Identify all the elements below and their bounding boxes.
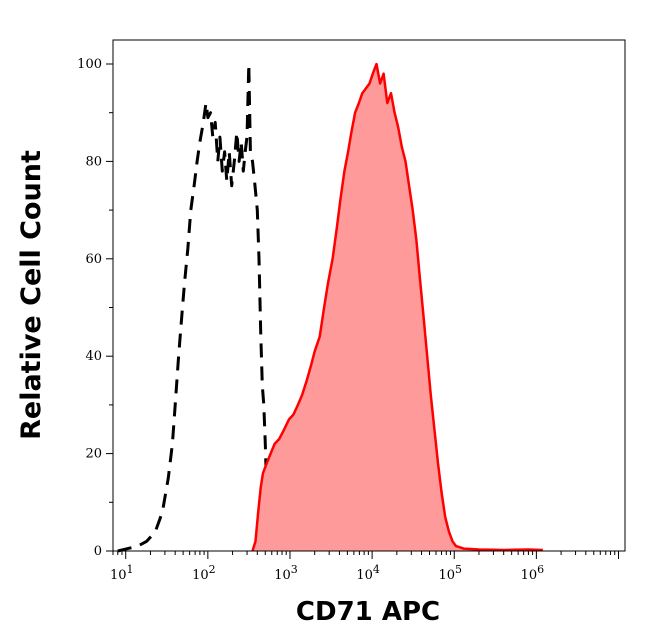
- y-tick-label: 40: [85, 349, 102, 364]
- x-axis-title: CD71 APC: [296, 597, 440, 627]
- y-axis-title: Relative Cell Count: [16, 150, 47, 440]
- y-tick-label: 80: [85, 154, 102, 169]
- series-line-0: [117, 62, 282, 553]
- x-axis: 101 102 103 104 105 106: [110, 551, 619, 583]
- x-tick-label: 104: [356, 563, 380, 583]
- y-tick-label: 0: [94, 544, 102, 559]
- x-tick-label: 106: [521, 563, 545, 583]
- x-tick-label: 105: [438, 563, 462, 583]
- y-tick-label: 20: [85, 447, 102, 462]
- y-axis: 0 20 40 60 80 100: [77, 57, 113, 559]
- x-tick-label: 102: [192, 563, 216, 583]
- y-tick-label: 100: [77, 57, 102, 72]
- series-fill-1: [252, 64, 543, 551]
- series-line-1: [251, 62, 543, 552]
- y-tick-label: 60: [85, 252, 102, 267]
- x-tick-label: 101: [110, 563, 134, 583]
- plot-frame: [112, 39, 626, 552]
- plot-area: [117, 62, 543, 553]
- x-tick-label: 103: [274, 563, 298, 583]
